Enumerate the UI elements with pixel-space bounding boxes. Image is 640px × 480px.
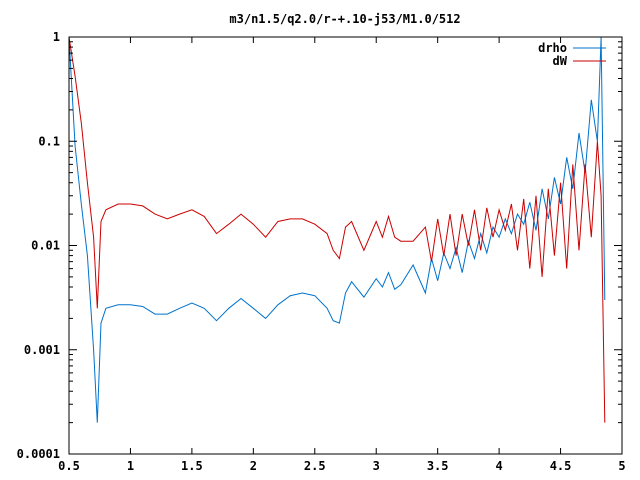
series-layer (68, 36, 606, 423)
x-tick-label: 2.5 (304, 459, 326, 473)
axes-layer: 0.5 1 1.5 2 2.5 3 3.5 4 4.5 5 0.0001 0.001 0.01 0.1 1 (17, 30, 626, 473)
legend-label-drho: drho (538, 41, 567, 55)
x-tick-label: 1 (127, 459, 134, 473)
y-tick-label: 0.01 (31, 239, 60, 253)
y-tick-label: 1 (53, 30, 60, 44)
y-tick-label: 0.001 (24, 343, 60, 357)
chart-title: m3/n1.5/q2.0/r-+.10-j53/M1.0/512 (229, 12, 460, 26)
x-tick-label: 3.5 (427, 459, 449, 473)
x-tick-label: 4 (495, 459, 502, 473)
y-tick-label: 0.0001 (17, 447, 60, 461)
legend-label-dw: dW (553, 54, 568, 68)
x-tick-label: 1.5 (181, 459, 203, 473)
x-tick-label: 4.5 (550, 459, 572, 473)
series-line-dw (68, 36, 606, 423)
legend: drho dW (538, 41, 606, 68)
x-tick-label: 0.5 (58, 459, 80, 473)
y-tick-label: 0.1 (38, 134, 60, 148)
x-tick-label: 2 (250, 459, 257, 473)
x-tick-label: 5 (618, 459, 625, 473)
series-line-drho (68, 36, 606, 423)
x-tick-label: 3 (373, 459, 380, 473)
